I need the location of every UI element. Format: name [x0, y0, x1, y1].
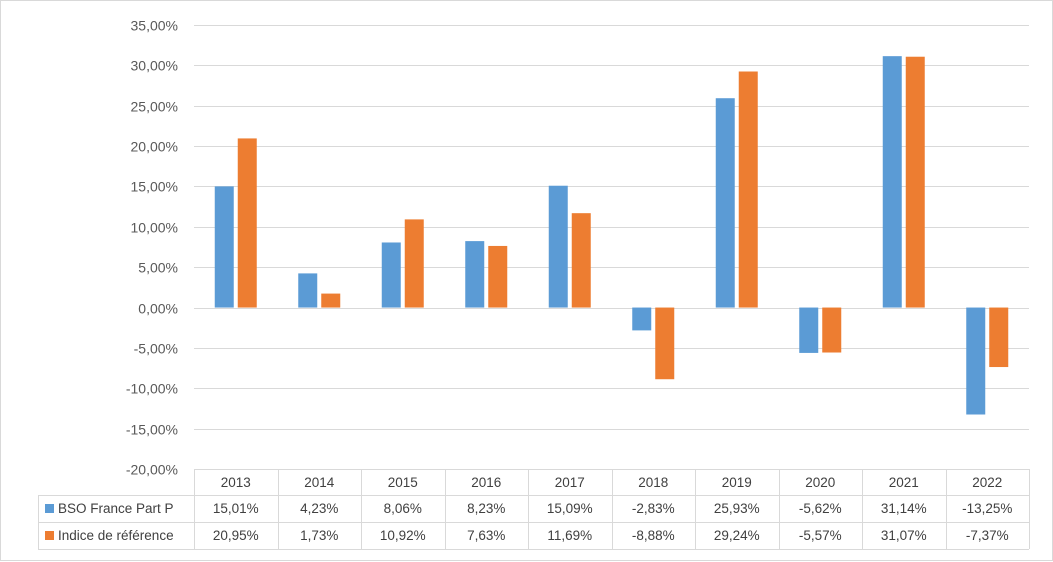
- y-tick-label: -5,00%: [134, 341, 178, 357]
- x-tick-label: 2020: [805, 475, 835, 490]
- bar-bso-france-part-p-2015: [381, 242, 401, 308]
- data-label: 8,23%: [467, 501, 505, 516]
- bar-bso-france-part-p-2018: [632, 307, 652, 331]
- y-axis-ticks: 35,00% 30,00% 25,00% 20,00% 15,00% 10,00% 5,00…: [126, 18, 178, 478]
- data-label: 1,73%: [300, 528, 338, 543]
- bar-bso-france-part-p-2019: [715, 98, 735, 308]
- x-tick-label: 2022: [972, 475, 1002, 490]
- data-label: 10,92%: [380, 528, 426, 543]
- x-tick-label: 2021: [889, 475, 919, 490]
- y-tick-label: -20,00%: [126, 462, 178, 478]
- bar-indice-de-reference-2019: [738, 71, 758, 308]
- legend-label: Indice de référence: [58, 528, 174, 543]
- bar-indice-de-reference-2015: [404, 219, 424, 308]
- x-tick-label: 2018: [638, 475, 668, 490]
- data-label: 29,24%: [714, 528, 760, 543]
- bar-indice-de-reference-2020: [822, 307, 842, 353]
- y-tick-label: 25,00%: [131, 99, 178, 115]
- gridlines: [194, 25, 1029, 470]
- y-tick-label: -15,00%: [126, 422, 178, 438]
- bar-bso-france-part-p-2017: [548, 185, 568, 308]
- data-label: 15,01%: [213, 501, 259, 516]
- bar-indice-de-reference-2022: [989, 307, 1009, 368]
- x-tick-label: 2015: [388, 475, 418, 490]
- legend-label: BSO France Part P: [58, 501, 174, 516]
- x-tick-label: 2014: [304, 475, 335, 490]
- y-tick-label: 35,00%: [131, 18, 178, 34]
- data-label: 31,07%: [881, 528, 927, 543]
- y-tick-label: 30,00%: [131, 58, 178, 74]
- data-label: 7,63%: [467, 528, 505, 543]
- data-label: -2,83%: [632, 501, 675, 516]
- legend-swatch: [45, 504, 54, 513]
- x-tick-label: 2013: [221, 475, 251, 490]
- x-tick-label: 2016: [471, 475, 501, 490]
- bar-bso-france-part-p-2020: [799, 307, 819, 353]
- data-label: -5,57%: [799, 528, 842, 543]
- data-label: 31,14%: [881, 501, 927, 516]
- x-tick-label: 2017: [555, 475, 585, 490]
- bar-indice-de-reference-2017: [571, 213, 591, 308]
- bar-bso-france-part-p-2022: [966, 307, 986, 415]
- data-label: -5,62%: [799, 501, 842, 516]
- y-tick-label: 20,00%: [131, 139, 178, 155]
- y-tick-label: 10,00%: [131, 220, 178, 236]
- bar-bso-france-part-p-2013: [214, 186, 234, 308]
- y-tick-label: 5,00%: [138, 260, 178, 276]
- legend-swatch: [45, 531, 54, 540]
- y-tick-label: 0,00%: [138, 301, 178, 317]
- data-label: 15,09%: [547, 501, 593, 516]
- data-label: 25,93%: [714, 501, 760, 516]
- bar-bso-france-part-p-2016: [465, 241, 485, 308]
- bar-indice-de-reference-2021: [905, 56, 925, 308]
- data-table: 2013 2014 2015 2016 2017 2018 2019 2020 2021 2022…: [38, 469, 1030, 550]
- data-label: 20,95%: [213, 528, 259, 543]
- y-tick-label: -10,00%: [126, 381, 178, 397]
- bar-indice-de-reference-2016: [488, 245, 508, 308]
- data-label: -13,25%: [962, 501, 1012, 516]
- data-label: 11,69%: [547, 528, 592, 543]
- data-label: 4,23%: [300, 501, 338, 516]
- bars: [214, 56, 1009, 415]
- data-label: 8,06%: [384, 501, 422, 516]
- bar-indice-de-reference-2013: [237, 138, 257, 308]
- bar-indice-de-reference-2014: [321, 293, 341, 308]
- bar-indice-de-reference-2018: [655, 307, 675, 380]
- y-tick-label: 15,00%: [131, 179, 178, 195]
- data-label: -8,88%: [632, 528, 675, 543]
- bar-bso-france-part-p-2021: [882, 56, 902, 308]
- data-label: -7,37%: [966, 528, 1009, 543]
- bar-bso-france-part-p-2014: [298, 273, 318, 308]
- x-tick-label: 2019: [722, 475, 752, 490]
